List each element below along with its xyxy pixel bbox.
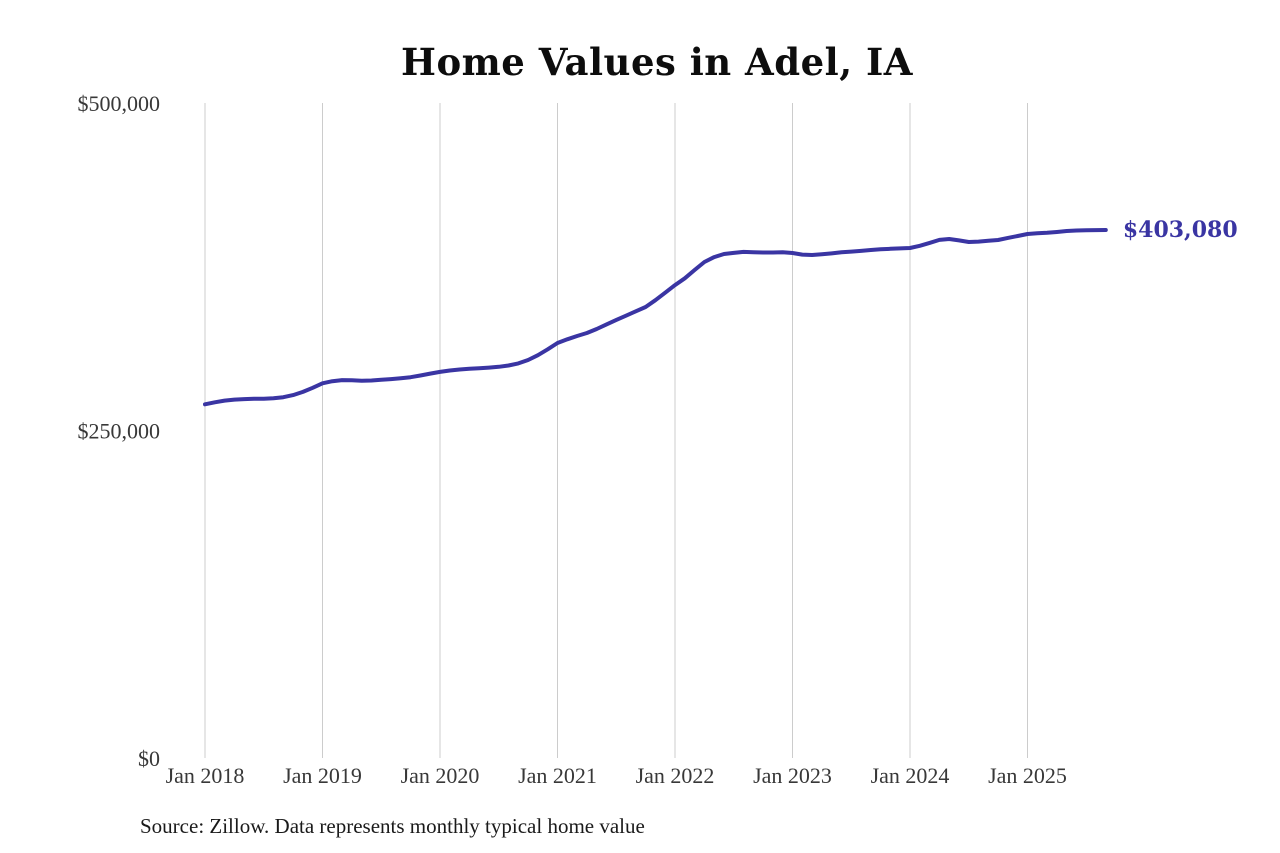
x-tick-label: Jan 2023 — [753, 763, 832, 788]
x-tick-label: Jan 2025 — [988, 763, 1067, 788]
x-tick-label: Jan 2022 — [636, 763, 715, 788]
y-tick-label: $250,000 — [78, 419, 161, 444]
latest-value-label: $403,080 — [1122, 216, 1238, 243]
x-tick-label: Jan 2019 — [283, 763, 362, 788]
chart-title: Home Values in Adel, IA — [401, 40, 913, 84]
y-tick-label: $500,000 — [78, 91, 161, 116]
x-tick-label: Jan 2018 — [166, 763, 245, 788]
x-tick-label: Jan 2020 — [401, 763, 480, 788]
x-tick-label: Jan 2024 — [871, 763, 950, 788]
home-value-line — [203, 228, 1108, 407]
x-tick-label: Jan 2021 — [518, 763, 597, 788]
y-tick-label: $0 — [138, 746, 160, 771]
source-note: Source: Zillow. Data represents monthly … — [140, 814, 645, 838]
